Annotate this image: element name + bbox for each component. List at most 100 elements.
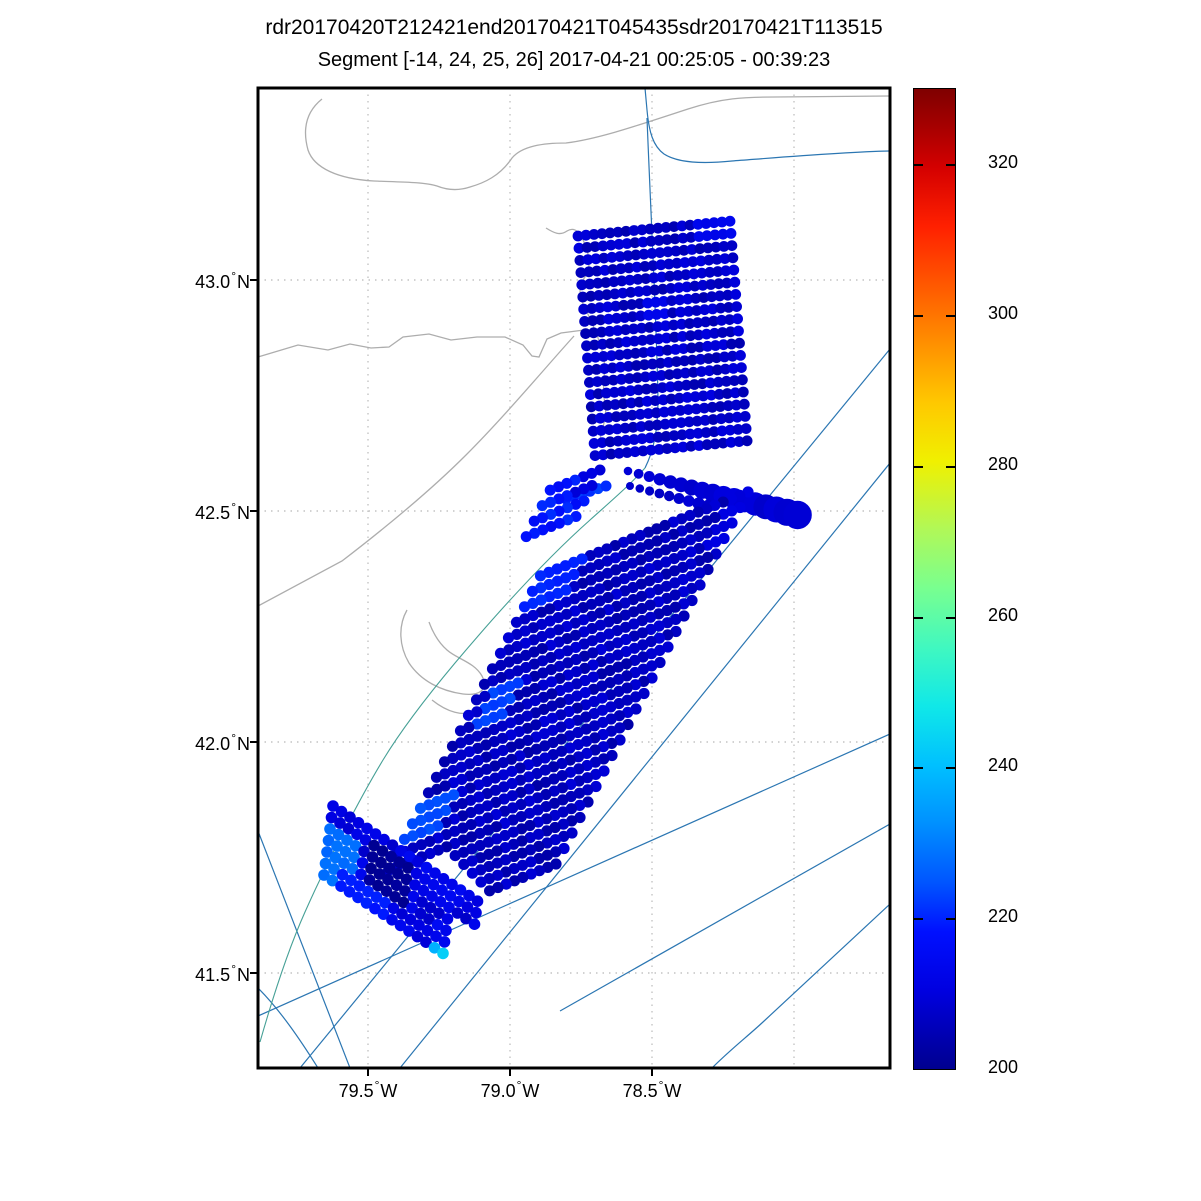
segment-top-dot xyxy=(654,345,665,357)
segment-top-dot xyxy=(613,447,625,459)
segment-middle-band-dot xyxy=(449,850,461,862)
segment-top-dot xyxy=(712,266,724,277)
segment-top-dot xyxy=(586,303,598,314)
segment-top-dot xyxy=(600,277,612,288)
segment-top-dot xyxy=(603,424,615,435)
segment-lower-dot xyxy=(335,880,347,892)
segment-top-dot xyxy=(732,424,744,435)
segment-top-dot xyxy=(628,225,640,236)
segment-top-dot xyxy=(686,244,698,255)
segment-top-dot xyxy=(672,270,684,281)
segment-top-dot xyxy=(681,392,693,403)
segment-lower-dot xyxy=(403,925,415,937)
segment-top-dot xyxy=(604,227,616,239)
segment-top-dot xyxy=(677,232,689,244)
segment-top-dot xyxy=(713,388,725,400)
segment-top-dot xyxy=(654,247,666,258)
segment-top-dot xyxy=(628,323,639,335)
scan-arm-lower-dot xyxy=(683,495,695,507)
segment-top-dot xyxy=(725,228,737,239)
segment-top-dot xyxy=(714,401,726,412)
segment-top-dot xyxy=(707,303,718,315)
segment-top-dot xyxy=(690,292,702,304)
lon-tick-label: 79.0°W xyxy=(480,1078,540,1101)
segment-top-dot xyxy=(644,223,656,235)
segment-top-dot xyxy=(662,344,673,356)
segment-top-dot xyxy=(601,289,613,301)
degree-symbol: ° xyxy=(231,500,236,514)
notch-light-cluster-dot xyxy=(600,480,612,492)
segment-top-dot xyxy=(710,340,721,351)
band-topleft-dot xyxy=(569,486,581,498)
colorbar-tick xyxy=(914,465,923,468)
segment-top-dot xyxy=(688,268,700,280)
segment-top-dot xyxy=(730,289,742,300)
segment-top-dot xyxy=(630,347,641,359)
segment-top-dot xyxy=(622,348,633,360)
colorbar-tick xyxy=(946,465,955,468)
segment-middle-band-dot xyxy=(470,694,483,706)
segment-top-dot xyxy=(700,316,711,328)
colorbar-tick xyxy=(914,315,923,318)
segment-lower-dot xyxy=(378,833,390,846)
segment-top-dot xyxy=(711,253,723,265)
segment-top-dot xyxy=(633,286,645,297)
segment-middle-band-dot xyxy=(466,867,478,879)
segment-top-dot xyxy=(634,298,646,310)
segment-top-dot xyxy=(735,350,746,361)
segment-top-dot xyxy=(620,324,631,336)
segment-top-dot xyxy=(739,411,751,422)
segment-top-dot xyxy=(682,293,694,305)
segment-top-dot xyxy=(637,236,649,248)
segment-top-dot xyxy=(666,405,678,417)
segment-top-dot xyxy=(641,395,653,407)
band-topleft-dot xyxy=(553,505,565,517)
segment-top-dot xyxy=(596,326,607,338)
segment-top-dot xyxy=(695,353,706,365)
segment-lower-dot xyxy=(420,861,433,874)
segment-top-dot xyxy=(704,266,716,278)
band-topleft-dot xyxy=(569,474,581,486)
segment-top-dot xyxy=(695,255,707,267)
boundary-path xyxy=(712,904,889,1067)
band-topleft-dot xyxy=(528,515,540,527)
lat-tick-label: 42.5°N xyxy=(195,500,250,523)
lat-tick-label: 41.5°N xyxy=(195,962,250,985)
segment-top-dot xyxy=(585,389,596,400)
segment-top-dot xyxy=(723,302,734,313)
segment-lower-dot xyxy=(348,851,360,864)
coastline-path xyxy=(259,329,598,358)
segment-top-dot xyxy=(678,343,689,354)
segment-lower-dot xyxy=(411,930,424,943)
segment-top-dot xyxy=(643,309,654,321)
segment-top-dot xyxy=(684,219,696,231)
segment-top-dot xyxy=(673,392,685,404)
segment-top-dot xyxy=(729,387,741,399)
segment-top-dot xyxy=(652,222,664,234)
segment-top-dot xyxy=(626,409,638,421)
segment-top-dot xyxy=(694,341,705,353)
segment-lower-dot xyxy=(359,834,372,846)
segment-top-dot xyxy=(690,403,702,415)
segment-top-dot xyxy=(653,235,665,246)
segment-top-dot xyxy=(669,442,681,454)
segment-lower-dot xyxy=(420,936,432,948)
segment-lower-dot xyxy=(332,828,345,841)
segment-top-dot xyxy=(595,425,607,436)
segment-top-dot xyxy=(590,253,602,265)
segment-top-dot xyxy=(677,441,689,453)
segment-top-dot xyxy=(702,242,714,254)
segment-top-dot xyxy=(576,279,588,291)
segment-top-dot xyxy=(715,413,727,425)
segment-top-dot xyxy=(612,226,624,238)
segment-top-dot xyxy=(627,421,639,433)
segment-top-dot xyxy=(582,352,593,364)
segment-top-dot xyxy=(706,291,718,303)
segment-lower-dot xyxy=(341,834,353,846)
segment-top-dot xyxy=(648,370,659,382)
axis-ticks xyxy=(250,279,653,1076)
segment-top-dot xyxy=(714,290,726,302)
segment-top-dot xyxy=(664,369,675,380)
segment-lower-dot xyxy=(468,918,481,930)
